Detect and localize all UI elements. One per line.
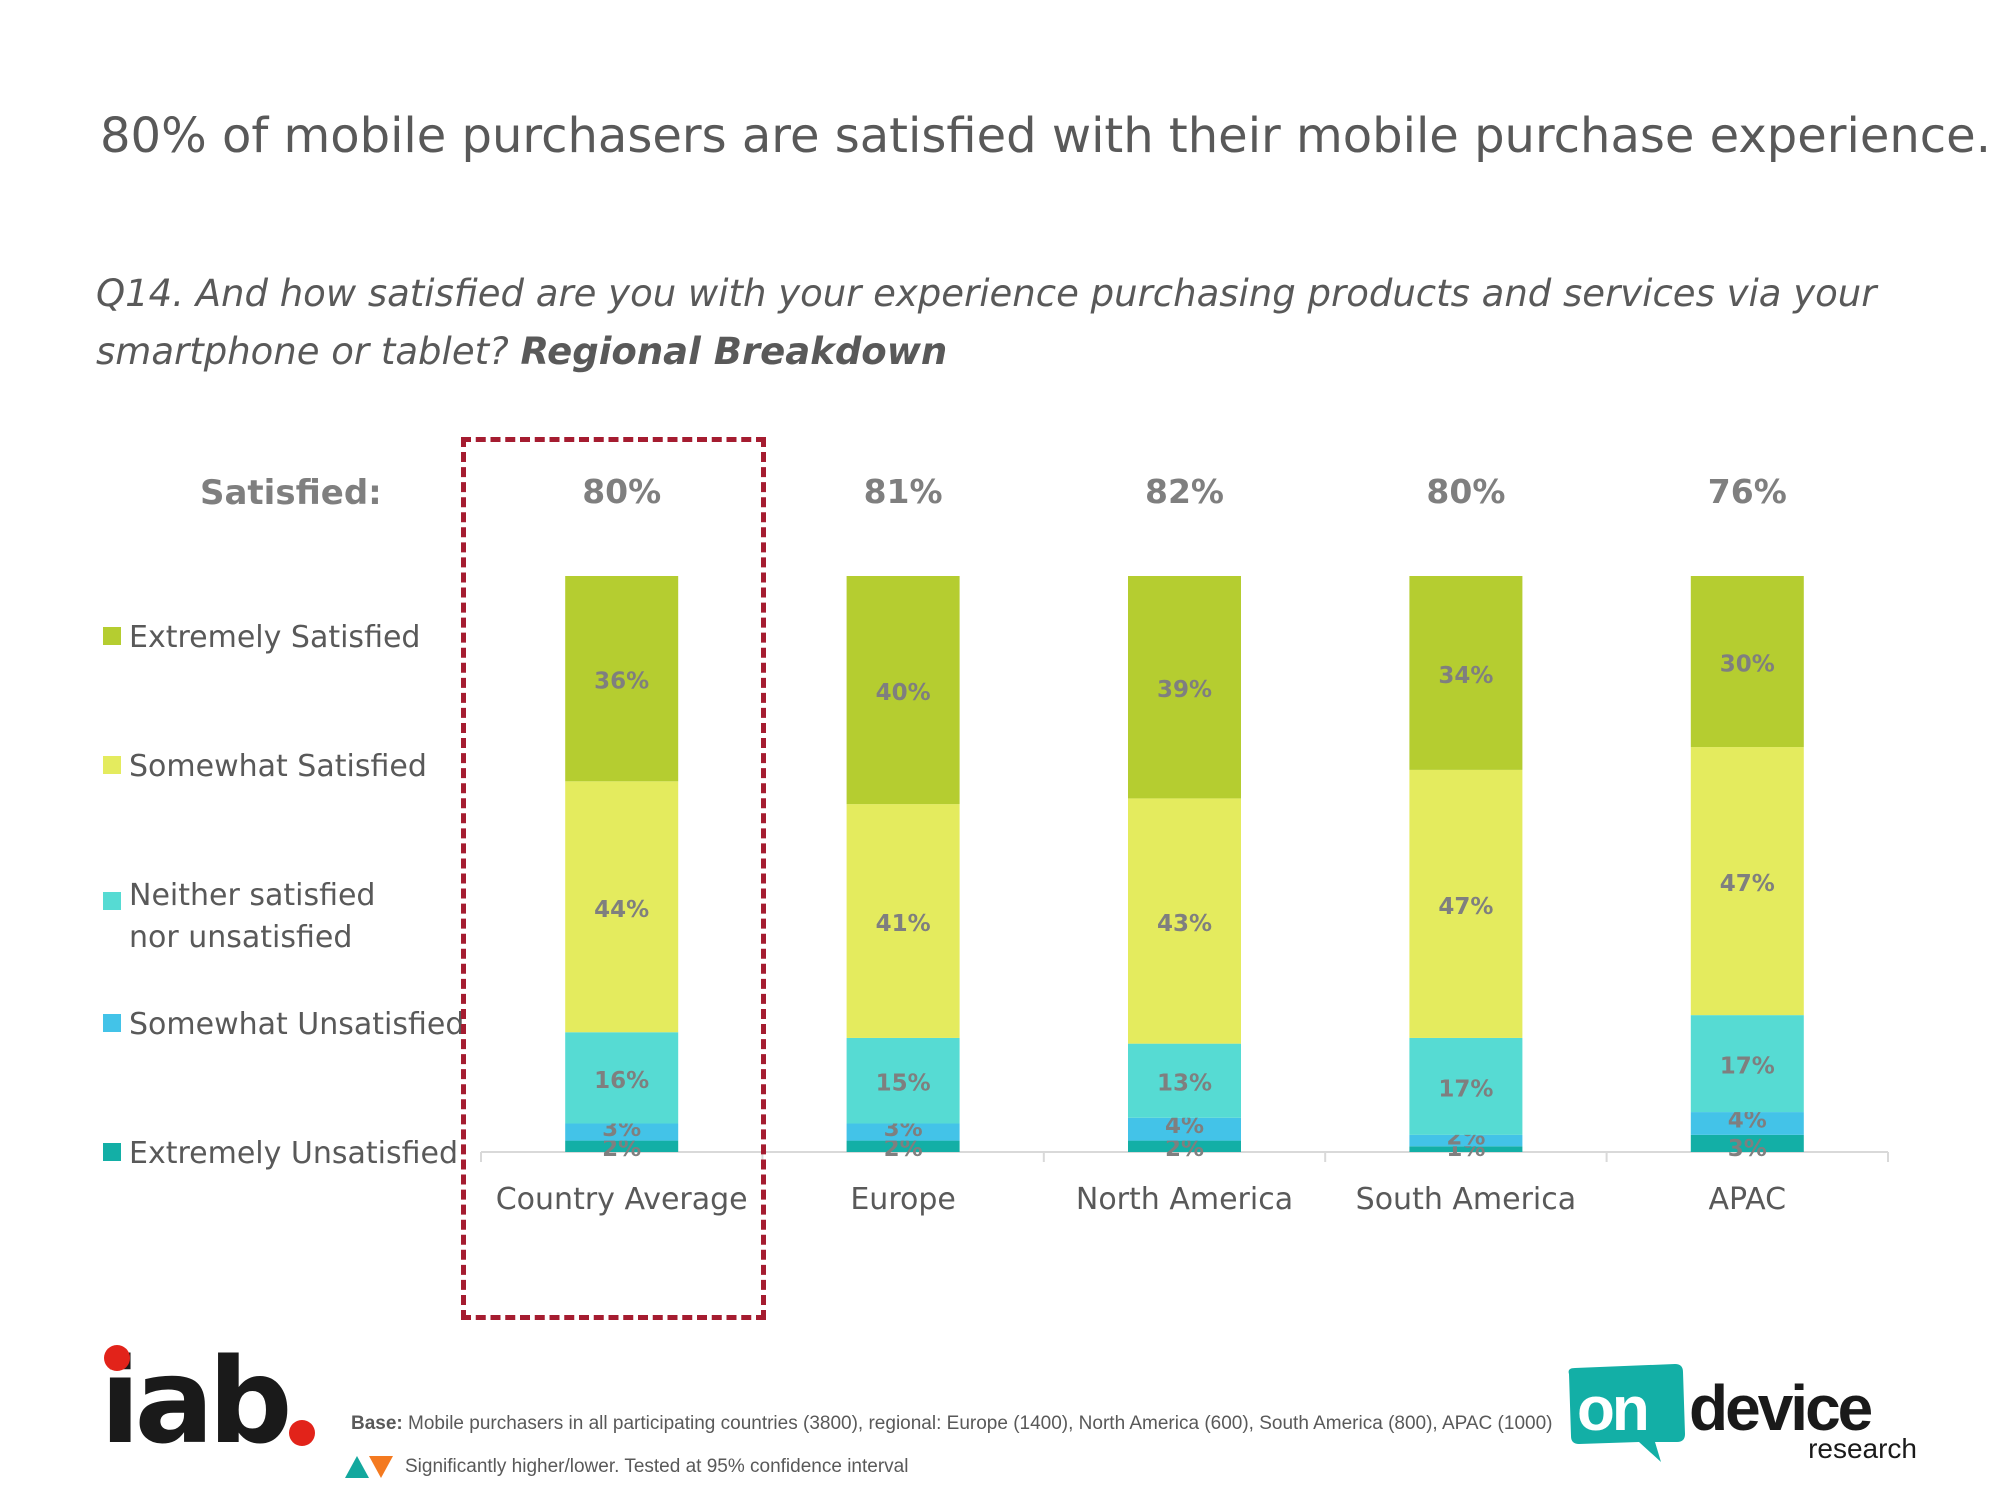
significance-up-icon	[345, 1456, 369, 1478]
bar-segment-somewhat-unsatisfied	[1128, 1117, 1241, 1141]
data-label: 2%	[1446, 1125, 1485, 1151]
svg-text:iab: iab	[100, 1342, 288, 1457]
question-bold: Regional Breakdown	[520, 330, 948, 373]
page-title: 80% of mobile purchasers are satisfied w…	[100, 108, 1991, 164]
legend-label: Somewhat Unsatisfied	[129, 1007, 465, 1042]
bar-segment-somewhat-satisfied	[846, 804, 960, 1038]
bar-segment-extremely-satisfied	[1690, 576, 1804, 748]
satisfied-total-label: 81%	[864, 472, 943, 511]
legend-item-somewhat-satisfied: Somewhat Satisfied	[103, 746, 427, 788]
bar-segment-somewhat-unsatisfied	[1409, 1134, 1523, 1147]
x-tick-label: South America	[1356, 1182, 1576, 1217]
bar-segment-extremely-satisfied	[846, 576, 960, 805]
data-label: 47%	[1720, 871, 1775, 897]
data-label: 34%	[1438, 663, 1493, 689]
bar-segment-neither-satisfied-nor-unsatisfied	[846, 1037, 960, 1124]
bar-segment-somewhat-unsatisfied	[1690, 1112, 1804, 1135]
legend-label: Somewhat Satisfied	[129, 749, 427, 784]
highlight-box	[461, 437, 766, 1320]
legend-item-neither: Neither satisfied nor unsatisfied	[103, 875, 433, 959]
x-tick-label: Europe	[850, 1182, 956, 1217]
bar-segment-somewhat-unsatisfied	[846, 1123, 960, 1141]
x-tick-label: APAC	[1708, 1182, 1786, 1217]
data-label: 43%	[1157, 911, 1212, 937]
legend-item-somewhat-unsatisfied: Somewhat Unsatisfied	[103, 1004, 464, 1046]
data-label: 3%	[1728, 1136, 1767, 1162]
data-label: 1%	[1446, 1136, 1485, 1162]
iab-logo: iab	[100, 1342, 315, 1457]
data-label: 13%	[1157, 1071, 1212, 1097]
x-tick-label: North America	[1076, 1182, 1293, 1217]
data-label: 4%	[1728, 1107, 1767, 1133]
data-label: 2%	[884, 1136, 923, 1162]
bar-segment-extremely-unsatisfied	[1128, 1140, 1241, 1152]
data-label: 2%	[1165, 1136, 1204, 1162]
data-label: 40%	[876, 680, 931, 706]
base-note: Base: Mobile purchasers in all participa…	[351, 1413, 1552, 1435]
significance-text: Significantly higher/lower. Tested at 95…	[405, 1456, 909, 1478]
legend-swatch	[103, 892, 121, 910]
bar-segment-somewhat-satisfied	[1128, 798, 1241, 1044]
significance-down-icon	[369, 1456, 393, 1478]
svg-text:research: research	[1808, 1433, 1917, 1464]
question-main: Q14. And how satisfied are you with your…	[96, 272, 1877, 373]
bar-segment-somewhat-satisfied	[1690, 747, 1804, 1016]
legend-label: Extremely Satisfied	[129, 620, 421, 655]
bar-segment-neither-satisfied-nor-unsatisfied	[1128, 1043, 1241, 1118]
legend-swatch	[103, 755, 121, 774]
legend-label: Neither satisfied nor unsatisfied	[129, 878, 376, 955]
ondevice-research-logo: on device research	[1568, 1364, 1917, 1464]
satisfied-total-label: 82%	[1145, 472, 1224, 511]
data-label: 41%	[876, 911, 931, 937]
data-label: 17%	[1720, 1054, 1775, 1080]
bar-segment-somewhat-satisfied	[1409, 769, 1523, 1038]
data-label: 39%	[1157, 677, 1212, 703]
svg-text:on: on	[1577, 1375, 1647, 1444]
bar-segment-extremely-unsatisfied	[1409, 1146, 1523, 1152]
question-text: Q14. And how satisfied are you with your…	[96, 265, 1916, 381]
significance-note: Significantly higher/lower. Tested at 95…	[345, 1456, 908, 1478]
base-label: Base:	[351, 1413, 403, 1434]
satisfied-total-label: 76%	[1708, 472, 1787, 511]
data-label: 47%	[1438, 894, 1493, 920]
legend-swatch	[103, 1142, 121, 1161]
bar-segment-extremely-satisfied	[1409, 576, 1523, 770]
legend-swatch	[103, 1013, 121, 1032]
legend-label: Extremely Unsatisfied	[129, 1136, 459, 1171]
bar-segment-extremely-satisfied	[1128, 576, 1241, 799]
legend-item-extremely-unsatisfied: Extremely Unsatisfied	[103, 1133, 458, 1175]
base-text: Mobile purchasers in all participating c…	[402, 1413, 1553, 1434]
bar-segment-extremely-unsatisfied	[1690, 1134, 1804, 1152]
legend-swatch	[103, 626, 121, 645]
svg-text:device: device	[1689, 1372, 1872, 1444]
data-label: 3%	[884, 1116, 923, 1142]
data-label: 15%	[876, 1071, 931, 1097]
data-label: 17%	[1438, 1076, 1493, 1102]
data-label: 4%	[1165, 1113, 1204, 1139]
satisfied-total-label: 80%	[1426, 472, 1505, 511]
bar-segment-neither-satisfied-nor-unsatisfied	[1409, 1037, 1523, 1135]
bar-segment-extremely-unsatisfied	[846, 1140, 960, 1152]
legend-item-extremely-satisfied: Extremely Satisfied	[103, 617, 420, 659]
satisfied-label: Satisfied:	[200, 473, 382, 513]
bar-segment-neither-satisfied-nor-unsatisfied	[1690, 1015, 1804, 1113]
data-label: 30%	[1720, 652, 1775, 678]
